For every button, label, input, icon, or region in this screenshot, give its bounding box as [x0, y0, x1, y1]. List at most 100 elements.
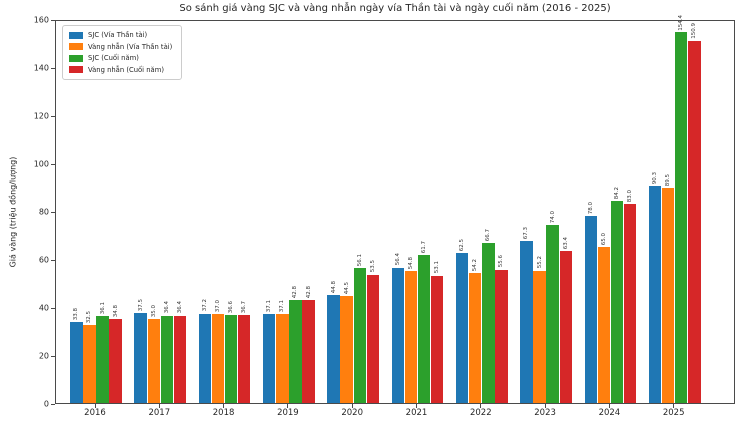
bar-sjc-cuoi-nam-2019 [289, 300, 302, 403]
y-tick-mark [51, 67, 55, 69]
x-tick-mark [158, 404, 160, 408]
bar-value-sjc-cuoi-nam-2016: 36.1 [99, 302, 106, 315]
bar-sjc-via-than-tai-2025 [648, 186, 662, 403]
bar-value-sjc-via-than-tai-2020: 44.8 [330, 281, 337, 294]
y-tick-mark [51, 163, 55, 165]
bar-value-sjc-cuoi-nam-2023: 74.0 [549, 211, 556, 224]
bar-sjc-via-than-tai-2018 [198, 313, 212, 403]
x-tick-mark [416, 404, 417, 408]
x-tick-mark [223, 404, 225, 408]
legend-item-vang-nhan-via-than-tai: Vàng nhẫn (Vía Thần tài) [69, 43, 172, 51]
y-tick-mark [51, 403, 55, 405]
bar-vang-nhan-cuoi-nam-2020 [366, 274, 380, 403]
y-tick-mark [51, 355, 55, 357]
bar-value-vang-nhan-via-than-tai-2016: 32.5 [86, 310, 93, 323]
bar-value-sjc-via-than-tai-2016: 33.8 [73, 307, 80, 320]
x-tick-mark [544, 404, 546, 408]
y-tick-mark [51, 19, 55, 21]
x-tick-mark [287, 404, 289, 408]
bar-value-vang-nhan-via-than-tai-2017: 35.0 [150, 304, 157, 317]
y-tick-label-80: 80 [38, 207, 49, 217]
legend: SJC (Vía Thần tài) Vàng nhẫn (Vía Thần tà… [62, 25, 183, 80]
bar-value-sjc-via-than-tai-2022: 62.5 [459, 238, 466, 251]
x-tick-mark [480, 404, 482, 408]
legend-swatch-sjc-via-than-tai [69, 31, 83, 39]
bar-vang-nhan-via-than-tai-2016 [83, 325, 96, 403]
bar-value-vang-nhan-via-than-tai-2025: 89.5 [665, 173, 672, 187]
bar-vang-nhan-cuoi-nam-2022 [495, 269, 508, 403]
bar-sjc-via-than-tai-2023 [520, 241, 533, 403]
y-tick-mark [51, 307, 55, 309]
bar-value-vang-nhan-via-than-tai-2023: 55.2 [536, 256, 543, 269]
bar-value-vang-nhan-cuoi-nam-2023: 63.4 [562, 236, 569, 249]
bar-vang-nhan-cuoi-nam-2016 [109, 319, 122, 403]
x-tick-label-2020: 2020 [341, 408, 364, 418]
bar-sjc-cuoi-nam-2021 [417, 254, 431, 403]
y-tick-label-100: 100 [33, 159, 49, 169]
bar-vang-nhan-via-than-tai-2024 [597, 247, 611, 403]
x-tick-label-2016: 2016 [84, 408, 106, 418]
bar-value-sjc-cuoi-nam-2022: 66.7 [485, 228, 492, 241]
bar-vang-nhan-via-than-tai-2019 [276, 313, 289, 403]
y-tick-mark [51, 115, 55, 117]
y-tick-mark [51, 259, 55, 261]
bar-value-vang-nhan-cuoi-nam-2025: 150.9 [691, 23, 698, 39]
bar-value-vang-nhan-via-than-tai-2020: 44.5 [343, 281, 350, 295]
bar-sjc-cuoi-nam-2017 [160, 315, 174, 403]
x-tick-mark [673, 404, 675, 408]
bar-sjc-cuoi-nam-2024 [610, 200, 624, 403]
bar-value-vang-nhan-cuoi-nam-2024: 83.0 [627, 189, 634, 202]
y-tick-mark [51, 211, 55, 213]
bar-value-vang-nhan-cuoi-nam-2016: 34.8 [112, 305, 119, 318]
bar-sjc-cuoi-nam-2023 [546, 225, 559, 403]
bar-sjc-via-than-tai-2017 [134, 313, 147, 403]
x-tick-label-2024: 2024 [598, 408, 621, 418]
bar-vang-nhan-cuoi-nam-2019 [302, 300, 315, 403]
bar-sjc-cuoi-nam-2016 [96, 316, 109, 403]
x-tick-mark [94, 404, 96, 408]
bar-sjc-via-than-tai-2020 [327, 295, 340, 403]
legend-swatch-vang-nhan-via-than-tai [69, 43, 83, 50]
legend-label-vang-nhan-via-than-tai: Vàng nhẫn (Vía Thần tài) [88, 42, 173, 51]
bar-value-sjc-cuoi-nam-2020: 56.1 [356, 254, 363, 267]
bar-value-vang-nhan-via-than-tai-2021: 54.8 [407, 257, 414, 270]
bar-sjc-via-than-tai-2019 [263, 313, 276, 403]
y-tick-label-40: 40 [38, 303, 49, 313]
x-tick-label-2025: 2025 [662, 408, 685, 418]
bar-vang-nhan-via-than-tai-2025 [661, 188, 675, 403]
bar-value-vang-nhan-cuoi-nam-2019: 42.8 [305, 286, 312, 299]
bar-vang-nhan-via-than-tai-2022 [469, 272, 482, 403]
bar-vang-nhan-via-than-tai-2023 [533, 270, 546, 403]
bar-vang-nhan-via-than-tai-2017 [147, 319, 160, 403]
bar-value-sjc-via-than-tai-2024: 78.0 [587, 201, 594, 214]
bar-vang-nhan-cuoi-nam-2025 [688, 40, 701, 403]
x-tick-label-2022: 2022 [469, 408, 492, 418]
y-tick-label-120: 120 [33, 111, 49, 121]
bar-vang-nhan-cuoi-nam-2024 [623, 203, 637, 403]
bar-value-sjc-cuoi-nam-2021: 61.7 [421, 240, 428, 253]
bar-value-sjc-via-than-tai-2023: 67.3 [523, 227, 530, 240]
chart-title: So sánh giá vàng SJC và vàng nhẫn ngày v… [179, 3, 611, 14]
y-tick-label-0: 0 [43, 399, 49, 409]
x-tick-mark [351, 404, 353, 408]
bar-value-vang-nhan-cuoi-nam-2020: 53.5 [369, 260, 376, 273]
bar-sjc-cuoi-nam-2025 [675, 32, 688, 403]
x-tick-mark [608, 404, 610, 408]
plot-area: SJC (Vía Thần tài) Vàng nhẫn (Vía Thần tà… [55, 15, 735, 404]
bar-value-vang-nhan-via-than-tai-2024: 65.0 [600, 232, 607, 245]
x-tick-label-2018: 2018 [212, 408, 235, 418]
y-tick-label-20: 20 [38, 351, 49, 361]
y-axis-label: Giá vàng (triệu đồng/lượng) [8, 156, 18, 268]
bar-vang-nhan-via-than-tai-2020 [340, 296, 353, 403]
bar-vang-nhan-cuoi-nam-2017 [173, 315, 187, 403]
bar-sjc-via-than-tai-2022 [455, 253, 469, 403]
bar-value-vang-nhan-cuoi-nam-2021: 53.1 [434, 261, 441, 274]
bar-sjc-via-than-tai-2021 [391, 267, 405, 403]
bar-value-sjc-cuoi-nam-2024: 84.2 [613, 186, 620, 199]
legend-item-sjc-via-than-tai: SJC (Vía Thần tài) [69, 31, 172, 39]
bar-sjc-cuoi-nam-2022 [482, 242, 495, 403]
legend-item-vang-nhan-cuoi-nam: Vàng nhẫn (Cuối năm) [69, 66, 172, 74]
bar-value-sjc-cuoi-nam-2018: 36.6 [228, 300, 235, 314]
bar-vang-nhan-cuoi-nam-2021 [430, 275, 444, 403]
